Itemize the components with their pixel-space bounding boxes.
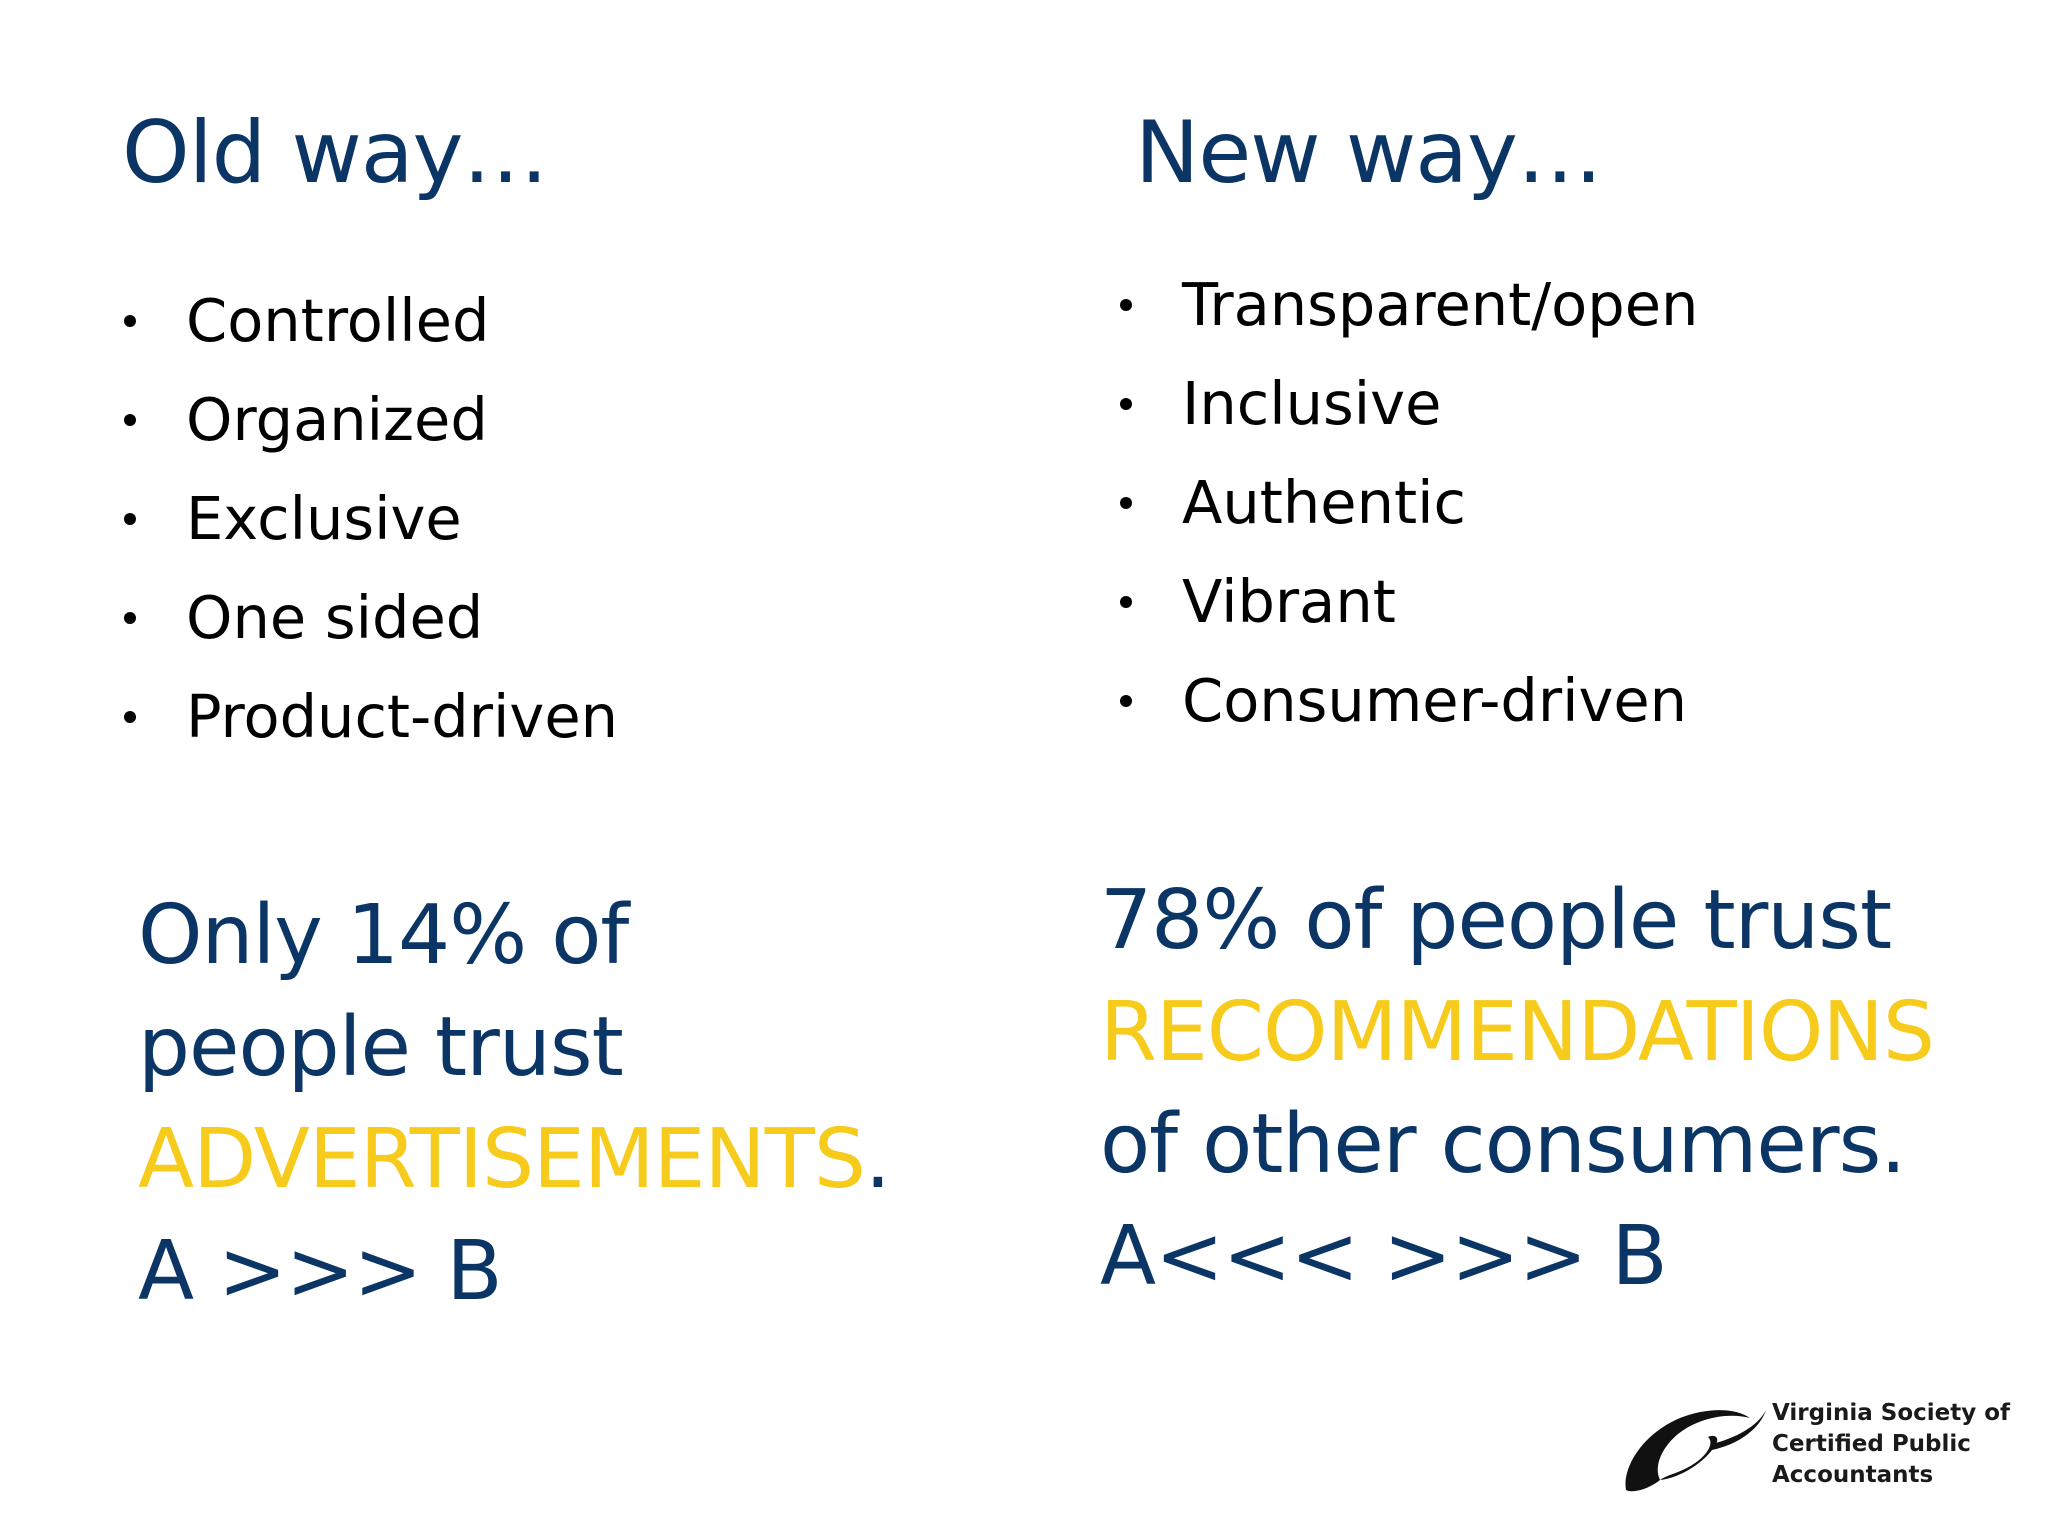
list-item: Organized <box>122 387 618 486</box>
stat-punctuation: . <box>864 1112 891 1207</box>
bullet-dot-icon <box>1120 497 1132 509</box>
list-item-label: Exclusive <box>186 484 462 553</box>
swoosh-logo-icon <box>1625 1410 1766 1492</box>
stat-highlight: ADVERTISEMENTS <box>138 1112 866 1207</box>
old-way-heading: Old way… <box>122 103 548 203</box>
new-way-statistic: 78% of people trust RECOMMENDATIONS of o… <box>1100 865 1935 1313</box>
old-way-statistic: Only 14% of people trust ADVERTISEMENTS.… <box>138 880 891 1328</box>
list-item-label: Organized <box>186 385 488 454</box>
bullet-dot-icon <box>124 315 136 327</box>
bullet-dot-icon <box>124 612 136 624</box>
logo-text-line: Certified Public <box>1772 1431 1971 1457</box>
vscpa-logo: Virginia Society of Certified Public Acc… <box>1620 1398 2020 1508</box>
bullet-dot-icon <box>124 414 136 426</box>
list-item-label: One sided <box>186 583 484 652</box>
stat-arrow: A<<< >>> B <box>1100 1209 1668 1304</box>
bullet-dot-icon <box>1120 398 1132 410</box>
stat-highlight-line: ADVERTISEMENTS. <box>138 1104 891 1216</box>
logo-text: Virginia Society of Certified Public Acc… <box>1772 1398 2010 1491</box>
list-item: Inclusive <box>1118 371 1698 470</box>
list-item: Authentic <box>1118 470 1698 569</box>
old-way-list: Controlled Organized Exclusive One sided… <box>122 288 618 783</box>
list-item: One sided <box>122 585 618 684</box>
stat-line: of other consumers. <box>1100 1097 1906 1192</box>
stat-arrow: A >>> B <box>138 1224 503 1319</box>
list-item-label: Authentic <box>1182 468 1466 537</box>
list-item-label: Consumer-driven <box>1182 666 1688 735</box>
list-item-label: Vibrant <box>1182 567 1396 636</box>
list-item: Controlled <box>122 288 618 387</box>
bullet-dot-icon <box>1120 299 1132 311</box>
logo-text-line: Virginia Society of <box>1772 1400 2011 1426</box>
list-item-label: Inclusive <box>1182 369 1442 438</box>
list-item: Consumer-driven <box>1118 668 1698 767</box>
stat-line: people trust <box>138 1000 624 1095</box>
bullet-dot-icon <box>124 711 136 723</box>
list-item-label: Transparent/open <box>1182 270 1699 339</box>
logo-text-line: Accountants <box>1772 1462 1934 1488</box>
list-item-label: Product-driven <box>186 682 619 751</box>
bullet-dot-icon <box>124 513 136 525</box>
new-way-list: Transparent/open Inclusive Authentic Vib… <box>1118 272 1698 767</box>
stat-line: Only 14% of <box>138 888 629 983</box>
list-item: Transparent/open <box>1118 272 1698 371</box>
list-item: Exclusive <box>122 486 618 585</box>
new-way-heading: New way… <box>1135 103 1603 203</box>
stat-line: 78% of people trust <box>1100 873 1892 968</box>
stat-highlight: RECOMMENDATIONS <box>1100 985 1935 1080</box>
bullet-dot-icon <box>1120 695 1132 707</box>
bullet-dot-icon <box>1120 596 1132 608</box>
list-item-label: Controlled <box>186 286 490 355</box>
list-item: Vibrant <box>1118 569 1698 668</box>
list-item: Product-driven <box>122 684 618 783</box>
